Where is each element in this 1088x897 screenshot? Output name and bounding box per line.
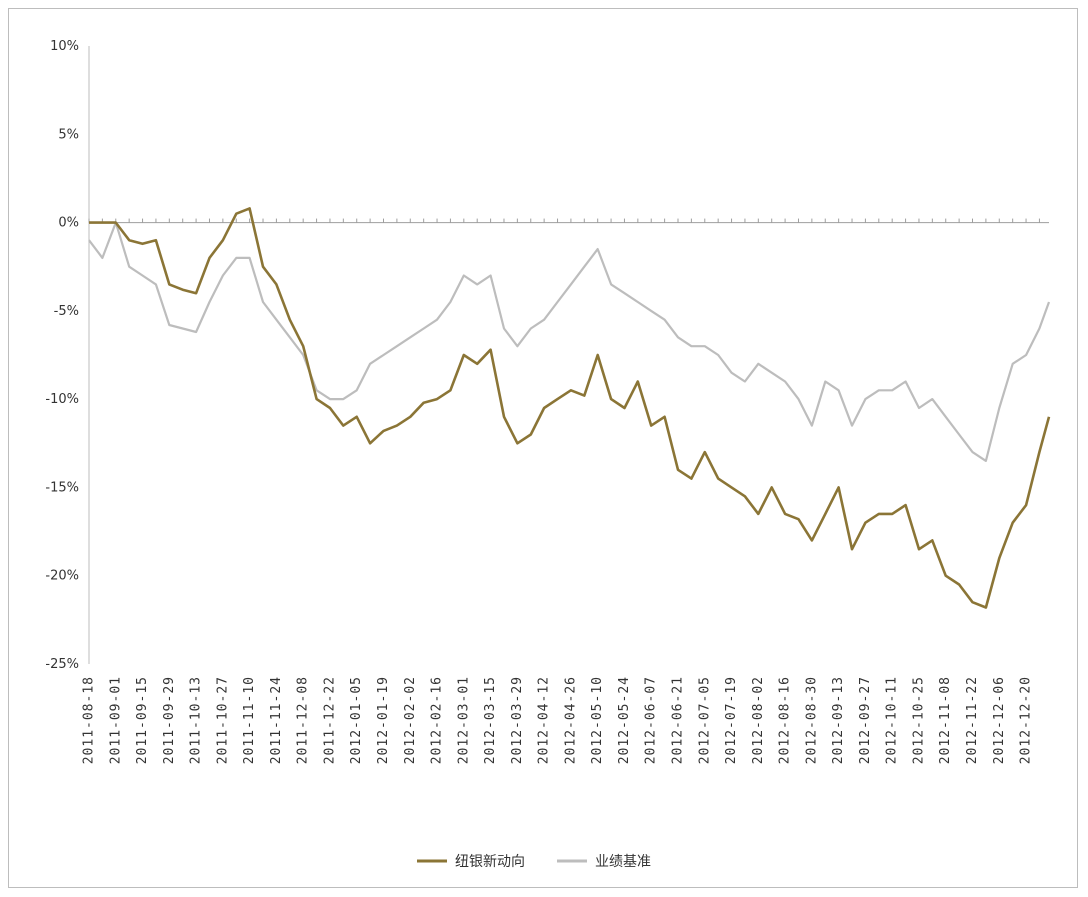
legend: 纽银新动向 业绩基准 <box>417 853 651 870</box>
x-tick-label: 2012-06-21 <box>671 676 686 764</box>
y-tick-label: 0% <box>58 216 79 231</box>
x-tick-label: 2011-08-18 <box>82 676 97 764</box>
legend-label: 业绩基准 <box>595 853 651 870</box>
y-tick-label: -25% <box>45 657 79 672</box>
y-axis: 10% 5% 0% -5% -10% -15% -20% -25% <box>45 39 90 672</box>
x-tick-label: 2011-10-27 <box>215 676 230 764</box>
x-tick-label: 2012-10-25 <box>911 676 926 764</box>
x-tick-label: 2012-04-26 <box>563 676 578 764</box>
x-tick-label: 2012-03-01 <box>456 676 471 764</box>
x-tick-label: 2012-11-08 <box>938 676 953 764</box>
y-tick-label: -15% <box>45 480 79 495</box>
x-tick-label: 2011-10-13 <box>189 676 204 764</box>
x-tick-label: 2012-11-22 <box>965 676 980 764</box>
legend-label: 纽银新动向 <box>455 854 525 870</box>
x-tick-label: 2011-11-10 <box>242 676 257 764</box>
x-tick-label: 2012-01-19 <box>376 676 391 764</box>
y-tick-label: 10% <box>50 39 79 54</box>
x-tick-label: 2012-08-30 <box>804 676 819 764</box>
y-tick-label: -20% <box>45 569 79 584</box>
y-tick-label: -10% <box>45 392 79 407</box>
x-tick-label: 2012-02-02 <box>403 676 418 764</box>
line-chart: 10%5%0%-5%-10%-15%-20%-25% 2011-08-18 201… <box>45 39 1051 870</box>
x-tick-label: 2011-12-08 <box>296 676 311 764</box>
x-tick-label: 2012-09-13 <box>831 676 846 764</box>
x-tick-label: 2012-03-15 <box>483 676 498 764</box>
series-line-1 <box>88 221 1051 462</box>
chart-frame: 10% 5% 0% -5% -10% -15% -20% -25% 2011-08-18 201… <box>8 8 1078 888</box>
y-tick-label: 5% <box>58 127 79 142</box>
x-tick-label: 2011-12-22 <box>322 676 337 764</box>
x-tick-label: 2012-08-16 <box>778 676 793 764</box>
x-tick-label: 2012-02-16 <box>430 676 445 764</box>
x-tick-label: 2011-09-15 <box>135 676 150 764</box>
x-tick-label: 2012-01-05 <box>349 676 364 764</box>
x-tick-label: 2012-08-02 <box>751 676 766 764</box>
y-tick-label: -5% <box>54 304 79 319</box>
x-tick-label: 2012-09-27 <box>858 676 873 764</box>
x-tick-label: 2012-12-06 <box>992 676 1007 764</box>
series-layer <box>88 207 1051 609</box>
x-tick-label: 2011-09-01 <box>108 676 123 764</box>
x-tick-label: 2012-03-29 <box>510 676 525 764</box>
x-tick-label: 2012-04-12 <box>537 676 552 764</box>
x-tick-label: 2012-07-19 <box>724 676 739 764</box>
series-line-0 <box>89 207 1051 609</box>
x-tick-label: 2012-07-05 <box>697 676 712 764</box>
x-tick-label: 2012-12-20 <box>1019 676 1034 764</box>
x-tick-label: 2011-11-24 <box>269 676 284 764</box>
x-tick-label: 2012-10-11 <box>885 676 900 764</box>
x-tick-label: 2011-09-29 <box>162 676 177 764</box>
x-tick-label: 2012-06-07 <box>644 676 659 764</box>
x-tick-label: 2012-05-10 <box>590 676 605 764</box>
x-axis: 2011-08-18 2011-09-01 2011-09-15 2011-09-29… <box>82 218 1049 764</box>
x-tick-label: 2012-05-24 <box>617 676 632 764</box>
